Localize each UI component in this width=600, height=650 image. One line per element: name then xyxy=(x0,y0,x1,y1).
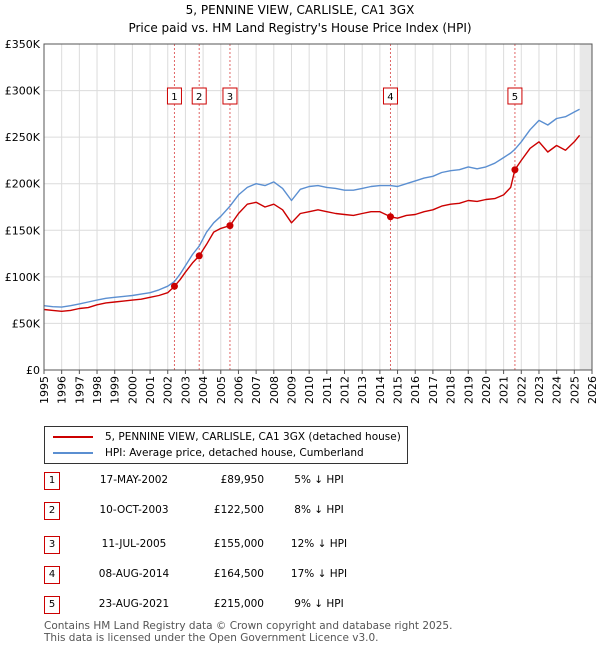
sale-point xyxy=(386,213,394,221)
sale-hpi-delta: 5% ↓ HPI xyxy=(294,474,344,486)
x-tick-label: 2016 xyxy=(409,376,422,404)
sale-price: £164,500 xyxy=(213,568,264,580)
x-tick-label: 2015 xyxy=(392,376,405,404)
sale-date: 23-AUG-2021 xyxy=(98,598,170,610)
sale-point xyxy=(195,252,203,260)
legend-property-label: 5, PENNINE VIEW, CARLISLE, CA1 3GX (deta… xyxy=(105,431,401,443)
y-tick-label: £350K xyxy=(5,38,41,51)
x-tick-label: 2019 xyxy=(462,376,475,404)
y-tick-label: £200K xyxy=(5,178,41,191)
footer-notice: Contains HM Land Registry data © Crown c… xyxy=(44,620,452,644)
sale-number-label: 5 xyxy=(512,92,518,103)
plot-frame xyxy=(43,43,593,371)
x-tick-label: 2022 xyxy=(515,376,528,404)
sale-badge: 2 xyxy=(44,502,60,520)
sale-price: £155,000 xyxy=(213,538,264,550)
sale-number-box xyxy=(191,87,207,105)
sale-price: £122,500 xyxy=(213,504,264,516)
chart-legend: 5, PENNINE VIEW, CARLISLE, CA1 3GX (deta… xyxy=(44,426,408,464)
y-tick-label: £100K xyxy=(5,271,41,284)
sale-date: 08-AUG-2014 xyxy=(98,568,170,580)
x-tick-label: 2020 xyxy=(480,376,493,404)
x-tick-label: 1995 xyxy=(38,376,51,404)
x-tick-label: 2007 xyxy=(250,376,263,404)
sale-date: 17-MAY-2002 xyxy=(99,474,169,486)
plot-area xyxy=(44,44,592,370)
sale-row: 4 08-AUG-2014 £164,500 17% ↓ HPI xyxy=(44,566,384,584)
x-tick-label: 2003 xyxy=(179,376,192,404)
x-tick-label: 1999 xyxy=(109,376,122,404)
sale-row: 3 11-JUL-2005 £155,000 12% ↓ HPI xyxy=(44,536,384,554)
x-tick-label: 2024 xyxy=(551,376,564,404)
property-line-swatch xyxy=(53,436,93,438)
future-period-shading xyxy=(579,44,592,370)
sale-point xyxy=(170,282,178,290)
x-tick-label: 2017 xyxy=(427,376,440,404)
x-tick-label: 2010 xyxy=(303,376,316,404)
y-tick-label: £300K xyxy=(5,85,41,98)
footer-licence: This data is licensed under the Open Gov… xyxy=(44,632,379,644)
x-tick-label: 2009 xyxy=(285,376,298,404)
x-tick-label: 2002 xyxy=(162,376,175,404)
sale-price: £215,000 xyxy=(213,598,264,610)
x-tick-label: 2011 xyxy=(321,376,334,404)
x-tick-label: 2006 xyxy=(232,376,245,404)
x-tick-label: 2013 xyxy=(356,376,369,404)
y-tick-label: £0 xyxy=(26,364,40,377)
sale-point xyxy=(226,222,234,230)
footer-copyright: Contains HM Land Registry data © Crown c… xyxy=(44,620,453,632)
x-tick-label: 2008 xyxy=(268,376,281,404)
x-tick-label: 2021 xyxy=(498,376,511,404)
sale-row: 2 10-OCT-2003 £122,500 8% ↓ HPI xyxy=(44,502,384,520)
sale-date: 11-JUL-2005 xyxy=(101,538,167,550)
x-tick-label: 2005 xyxy=(215,376,228,404)
price-chart: 5, PENNINE VIEW, CARLISLE, CA1 3GX Price… xyxy=(5,3,599,404)
x-tick-label: 1997 xyxy=(73,376,86,404)
sale-number-box xyxy=(382,87,398,105)
sale-badge: 3 xyxy=(44,536,60,554)
sale-price: £89,950 xyxy=(220,474,264,486)
sale-number-label: 4 xyxy=(387,92,393,103)
sale-hpi-delta: 12% ↓ HPI xyxy=(290,538,348,550)
sale-number-label: 2 xyxy=(196,92,202,103)
sale-hpi-delta: 8% ↓ HPI xyxy=(294,504,344,516)
sale-date: 10-OCT-2003 xyxy=(99,504,169,516)
sale-hpi-delta: 9% ↓ HPI xyxy=(294,598,344,610)
legend-hpi-label: HPI: Average price, detached house, Cumb… xyxy=(105,447,364,459)
x-tick-label: 2025 xyxy=(568,376,581,404)
x-tick-label: 2023 xyxy=(533,376,546,404)
x-tick-label: 2000 xyxy=(126,376,139,404)
x-tick-label: 2018 xyxy=(445,376,458,404)
sale-badge: 4 xyxy=(44,566,60,584)
x-tick-label: 2026 xyxy=(586,376,599,404)
sale-number-box xyxy=(166,87,182,105)
y-tick-label: £150K xyxy=(5,224,41,237)
x-tick-label: 2004 xyxy=(197,376,210,404)
sale-badge: 5 xyxy=(44,596,60,614)
sale-number-box xyxy=(222,87,238,105)
hpi-line xyxy=(43,108,580,308)
chart-title: 5, PENNINE VIEW, CARLISLE, CA1 3GX xyxy=(186,3,415,17)
sale-row: 1 17-MAY-2002 £89,950 5% ↓ HPI xyxy=(44,472,384,490)
hpi-line-swatch xyxy=(53,452,93,454)
y-tick-label: £250K xyxy=(5,131,41,144)
y-tick-label: £50K xyxy=(12,317,41,330)
x-tick-label: 2012 xyxy=(339,376,352,404)
x-tick-label: 2014 xyxy=(374,376,387,404)
legend-item-hpi: HPI: Average price, detached house, Cumb… xyxy=(53,446,364,460)
sale-row: 5 23-AUG-2021 £215,000 9% ↓ HPI xyxy=(44,596,384,614)
chart-subtitle: Price paid vs. HM Land Registry's House … xyxy=(128,21,471,35)
x-tick-label: 2001 xyxy=(144,376,157,404)
sale-number-label: 1 xyxy=(171,92,177,103)
legend-item-property: 5, PENNINE VIEW, CARLISLE, CA1 3GX (deta… xyxy=(53,430,401,444)
sale-badge: 1 xyxy=(44,472,60,490)
property-price-line xyxy=(43,134,581,312)
sale-hpi-delta: 17% ↓ HPI xyxy=(290,568,348,580)
sale-number-box xyxy=(507,87,523,105)
x-tick-label: 1998 xyxy=(91,376,104,404)
sale-point xyxy=(511,166,519,174)
sale-number-label: 3 xyxy=(227,92,233,103)
x-tick-label: 1996 xyxy=(56,376,69,404)
